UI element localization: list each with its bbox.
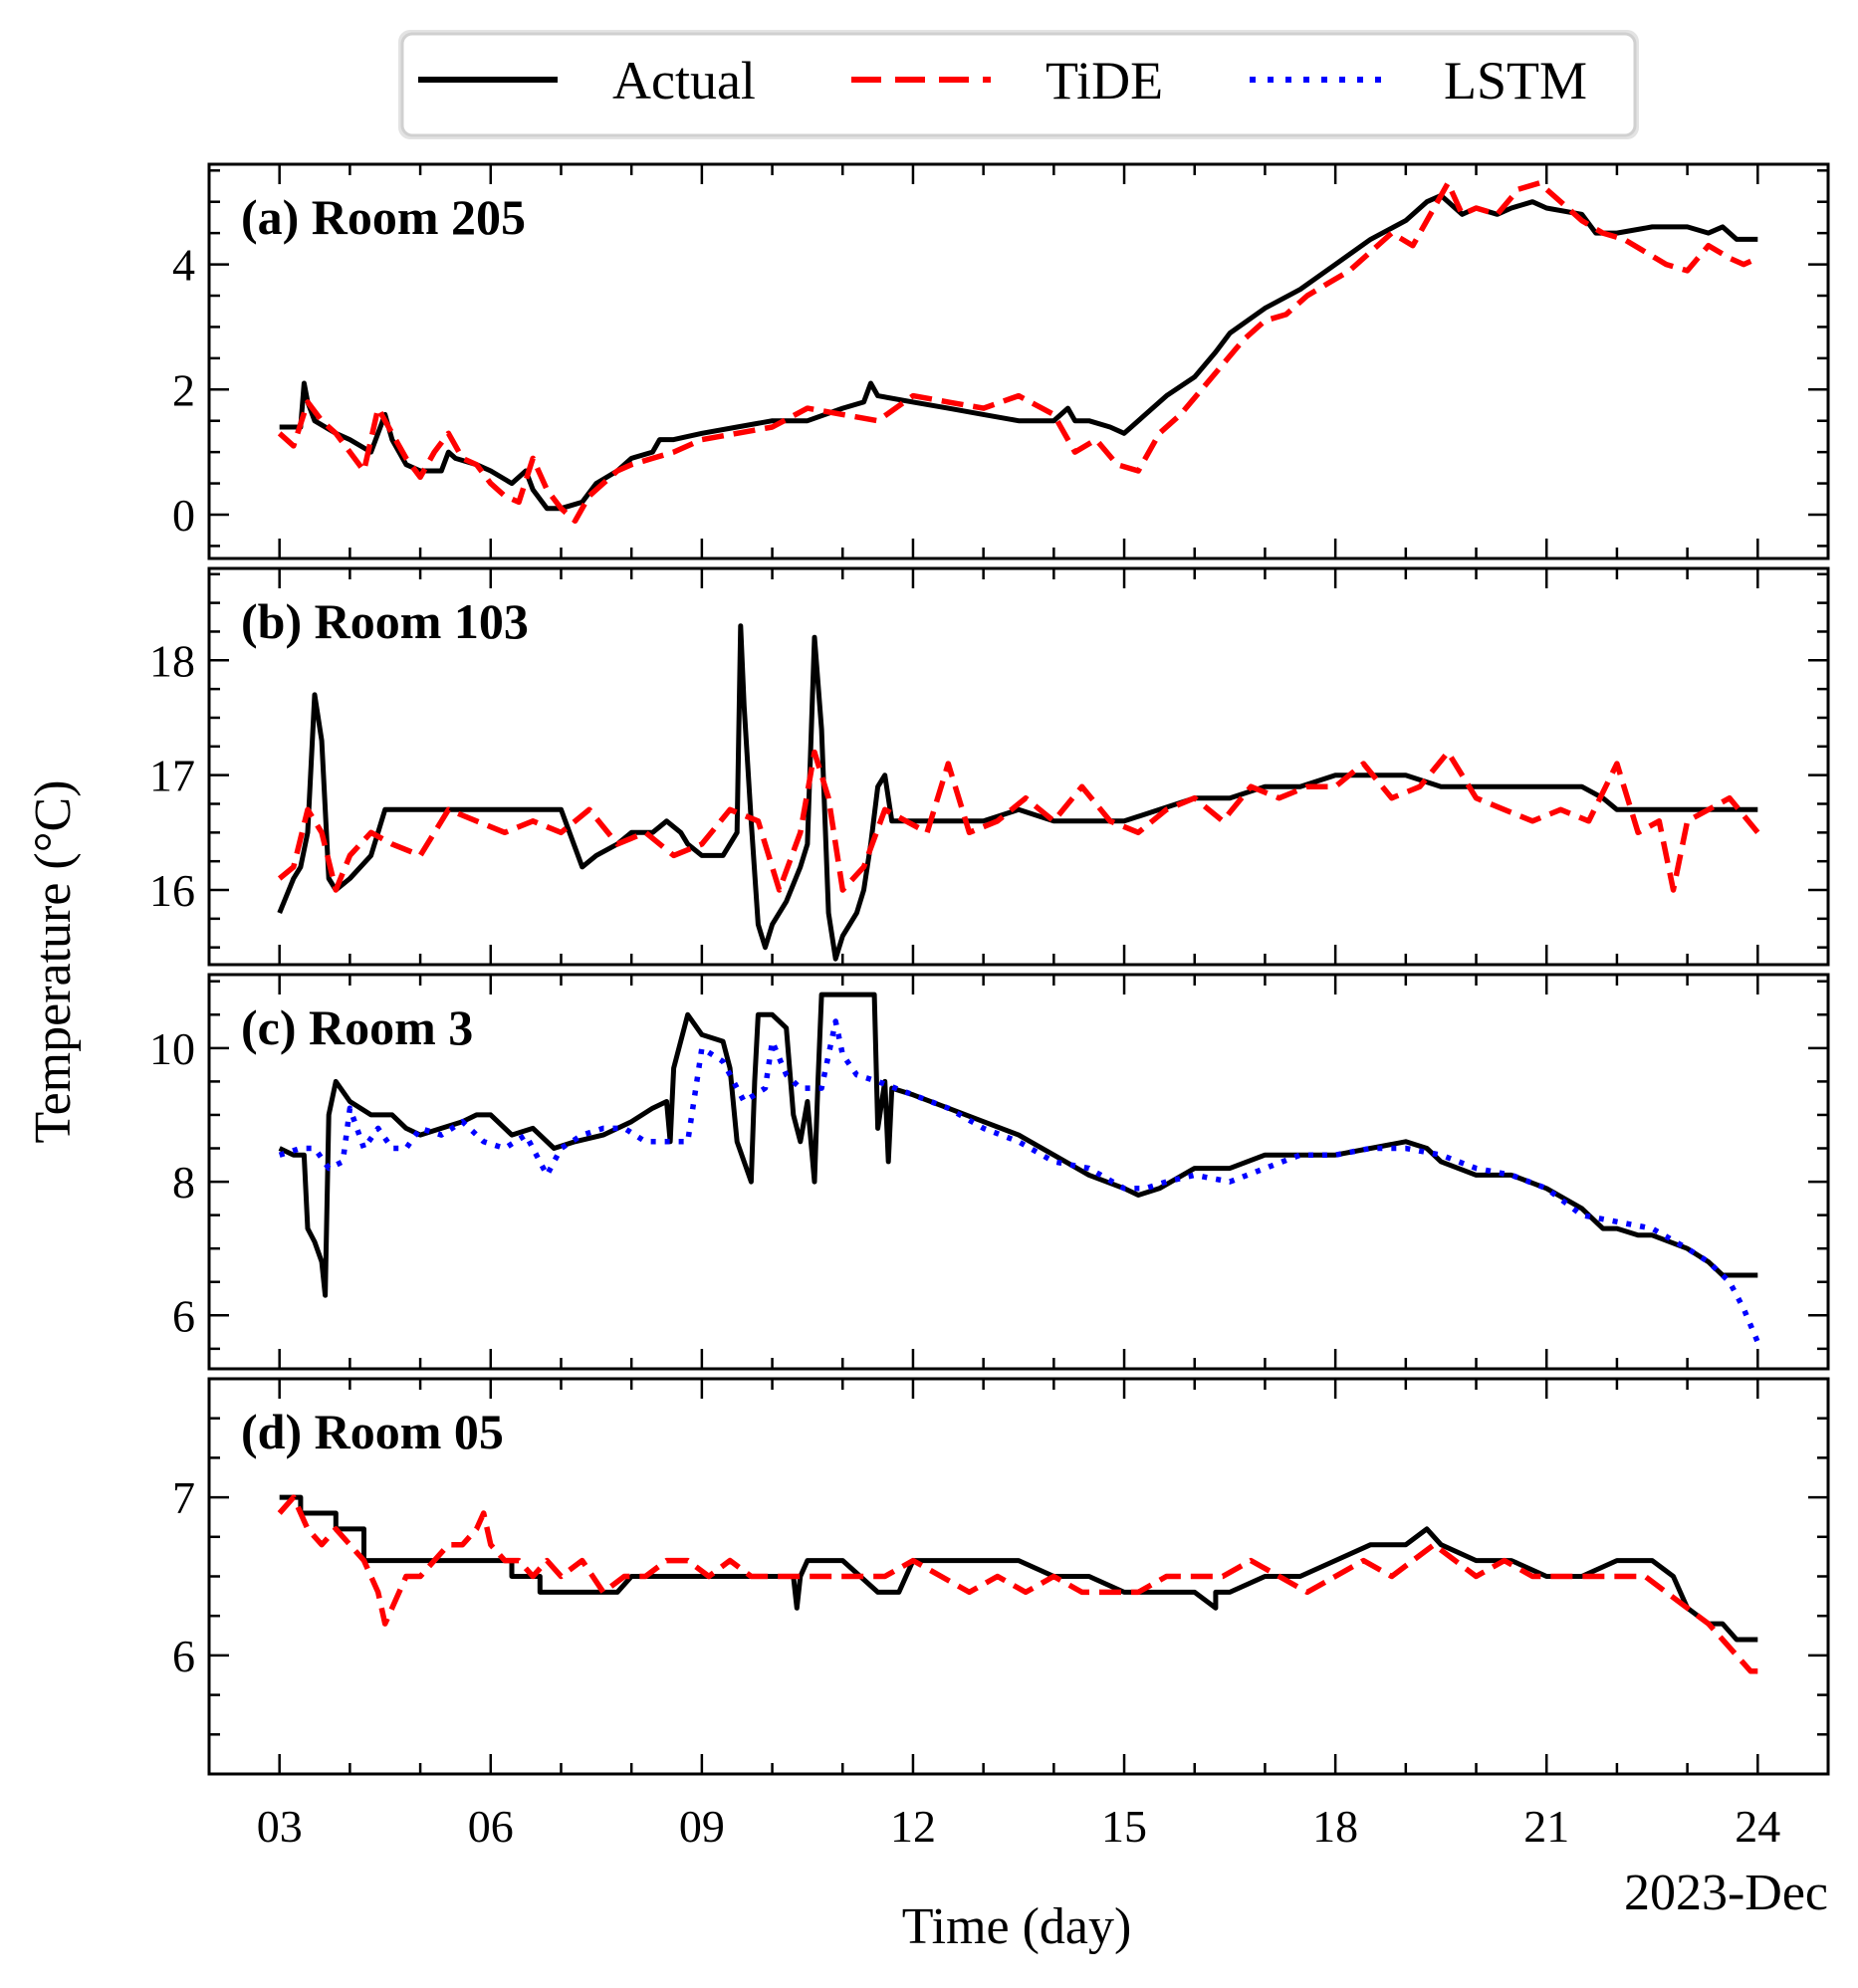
panel-3: 6 8 10 (c) Room 3 <box>149 973 1830 1371</box>
y-tick-label: 18 <box>149 635 195 686</box>
x-offset-label: 2023-Dec <box>1624 1865 1828 1921</box>
x-tick-label: 09 <box>679 1801 725 1852</box>
y-tick-label: 8 <box>172 1157 195 1208</box>
x-axis-title: Time (day) <box>902 1898 1132 1955</box>
x-tick-label: 06 <box>468 1801 514 1852</box>
x-tick-label: 18 <box>1312 1801 1358 1852</box>
y-tick-label: 10 <box>149 1023 195 1074</box>
series-tide-panel-2 <box>277 749 1760 893</box>
panel-2: 16 17 18 (b) Room 103 <box>149 566 1830 967</box>
panel-1: 0 2 4 (a) Room 205 <box>172 162 1830 560</box>
series-tide-panel-1 <box>277 180 1759 525</box>
y-tick-label: 7 <box>172 1472 195 1523</box>
legend-label-lstm: LSTM <box>1444 51 1587 110</box>
y-tick-label: 4 <box>172 240 195 291</box>
legend-label-tide: TiDE <box>1045 51 1163 110</box>
x-tick-labels: 03 06 09 12 15 18 21 24 <box>257 1801 1781 1852</box>
y-tick-label: 16 <box>149 865 195 916</box>
panel-frame-2 <box>207 566 1830 967</box>
axis-labels: Temperature (°C) Time (day) 2023-Dec <box>25 779 1828 1955</box>
x-tick-label: 12 <box>890 1801 936 1852</box>
panel-title-1: (a) Room 205 <box>241 189 526 245</box>
y-tick-label: 6 <box>172 1631 195 1681</box>
series-actual-panel-2 <box>277 623 1758 962</box>
x-tick-label: 03 <box>257 1801 303 1852</box>
y-tick-label: 6 <box>172 1290 195 1341</box>
series-actual-panel-1 <box>279 192 1758 512</box>
x-tick-label: 21 <box>1523 1801 1569 1852</box>
y-tick-label: 0 <box>172 490 195 541</box>
x-tick-label: 15 <box>1101 1801 1147 1852</box>
panel-frame-3 <box>207 973 1830 1371</box>
legend-frame <box>400 32 1637 137</box>
series-actual-panel-4 <box>279 1494 1758 1643</box>
panel-title-3: (c) Room 3 <box>241 999 473 1055</box>
panel-4: 6 7 (d) Room 05 <box>172 1377 1830 1776</box>
panel-title-2: (b) Room 103 <box>241 593 529 649</box>
series-actual-panel-3 <box>278 992 1758 1298</box>
x-tick-label: 24 <box>1735 1801 1780 1852</box>
panel-frame-1 <box>207 162 1830 560</box>
legend-label-actual: Actual <box>612 51 756 110</box>
series-lstm-panel-3 <box>278 1018 1760 1344</box>
y-tick-label: 17 <box>149 751 195 801</box>
panel-title-4: (d) Room 05 <box>241 1404 504 1459</box>
y-tick-label: 2 <box>172 364 195 415</box>
y-axis-title: Temperature (°C) <box>25 779 82 1143</box>
legend: Actual TiDE LSTM <box>398 30 1639 139</box>
series-tide-panel-4 <box>277 1494 1758 1674</box>
